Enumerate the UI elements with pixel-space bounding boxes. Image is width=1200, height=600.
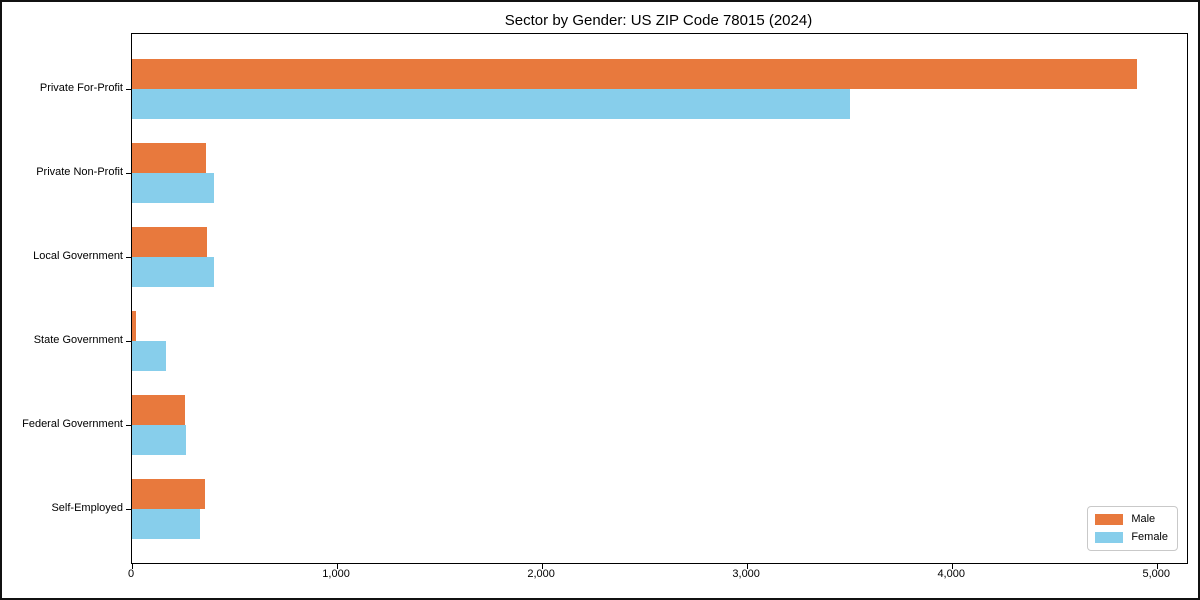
legend: Male Female: [1087, 506, 1178, 551]
x-tick-mark: [542, 564, 543, 569]
x-tick-label-4000: 4,000: [937, 568, 965, 580]
y-tick-mark: [126, 173, 131, 174]
chart-title: Sector by Gender: US ZIP Code 78015 (202…: [504, 12, 813, 29]
y-tick-mark: [126, 257, 131, 258]
bar-male-private-non-profit: [132, 143, 206, 173]
legend-swatch-female: [1095, 532, 1124, 543]
bar-female-self-employed: [132, 509, 200, 539]
bar-female-federal-government: [132, 425, 187, 455]
legend-label-female: Female: [1131, 531, 1168, 543]
x-tick-label-0: 0: [127, 568, 135, 580]
y-tick-mark: [126, 509, 131, 510]
x-tick-mark: [132, 564, 133, 569]
bar-male-self-employed: [132, 479, 205, 509]
x-tick-mark: [952, 564, 953, 569]
x-tick-mark: [747, 564, 748, 569]
x-tick-label-5000: 5,000: [1142, 568, 1171, 580]
y-tick-mark: [126, 341, 131, 342]
y-tick-label-self-employed: Self-Employed: [51, 502, 123, 514]
x-tick-label-3000: 3,000: [732, 568, 760, 580]
legend-entry-male: Male: [1095, 513, 1168, 526]
x-tick-mark: [1157, 564, 1158, 569]
y-tick-label-private-non-profit: Private Non-Profit: [36, 166, 123, 178]
plot-area: Male Female: [126, 33, 1188, 569]
x-tick-label-2000: 2,000: [527, 568, 555, 580]
y-tick-label-state-government: State Government: [33, 334, 123, 346]
legend-label-male: Male: [1131, 513, 1156, 525]
bar-male-state-government: [132, 311, 136, 341]
y-tick-label-local-government: Local Government: [33, 250, 123, 262]
bar-female-private-for-profit: [132, 89, 850, 119]
x-tick-label-1000: 1,000: [322, 568, 350, 580]
y-tick-mark: [126, 89, 131, 90]
bar-female-state-government: [132, 341, 167, 371]
x-tick-mark: [337, 564, 338, 569]
bar-female-private-non-profit: [132, 173, 214, 203]
bar-male-local-government: [132, 227, 207, 257]
bar-male-private-for-profit: [132, 59, 1137, 89]
y-tick-label-federal-government: Federal Government: [22, 418, 123, 430]
y-tick-mark: [126, 425, 131, 426]
y-tick-label-private-for-profit: Private For-Profit: [39, 82, 123, 94]
legend-swatch-male: [1095, 514, 1124, 525]
bar-female-local-government: [132, 257, 214, 287]
legend-entry-female: Female: [1095, 531, 1168, 544]
bar-male-federal-government: [132, 395, 186, 425]
